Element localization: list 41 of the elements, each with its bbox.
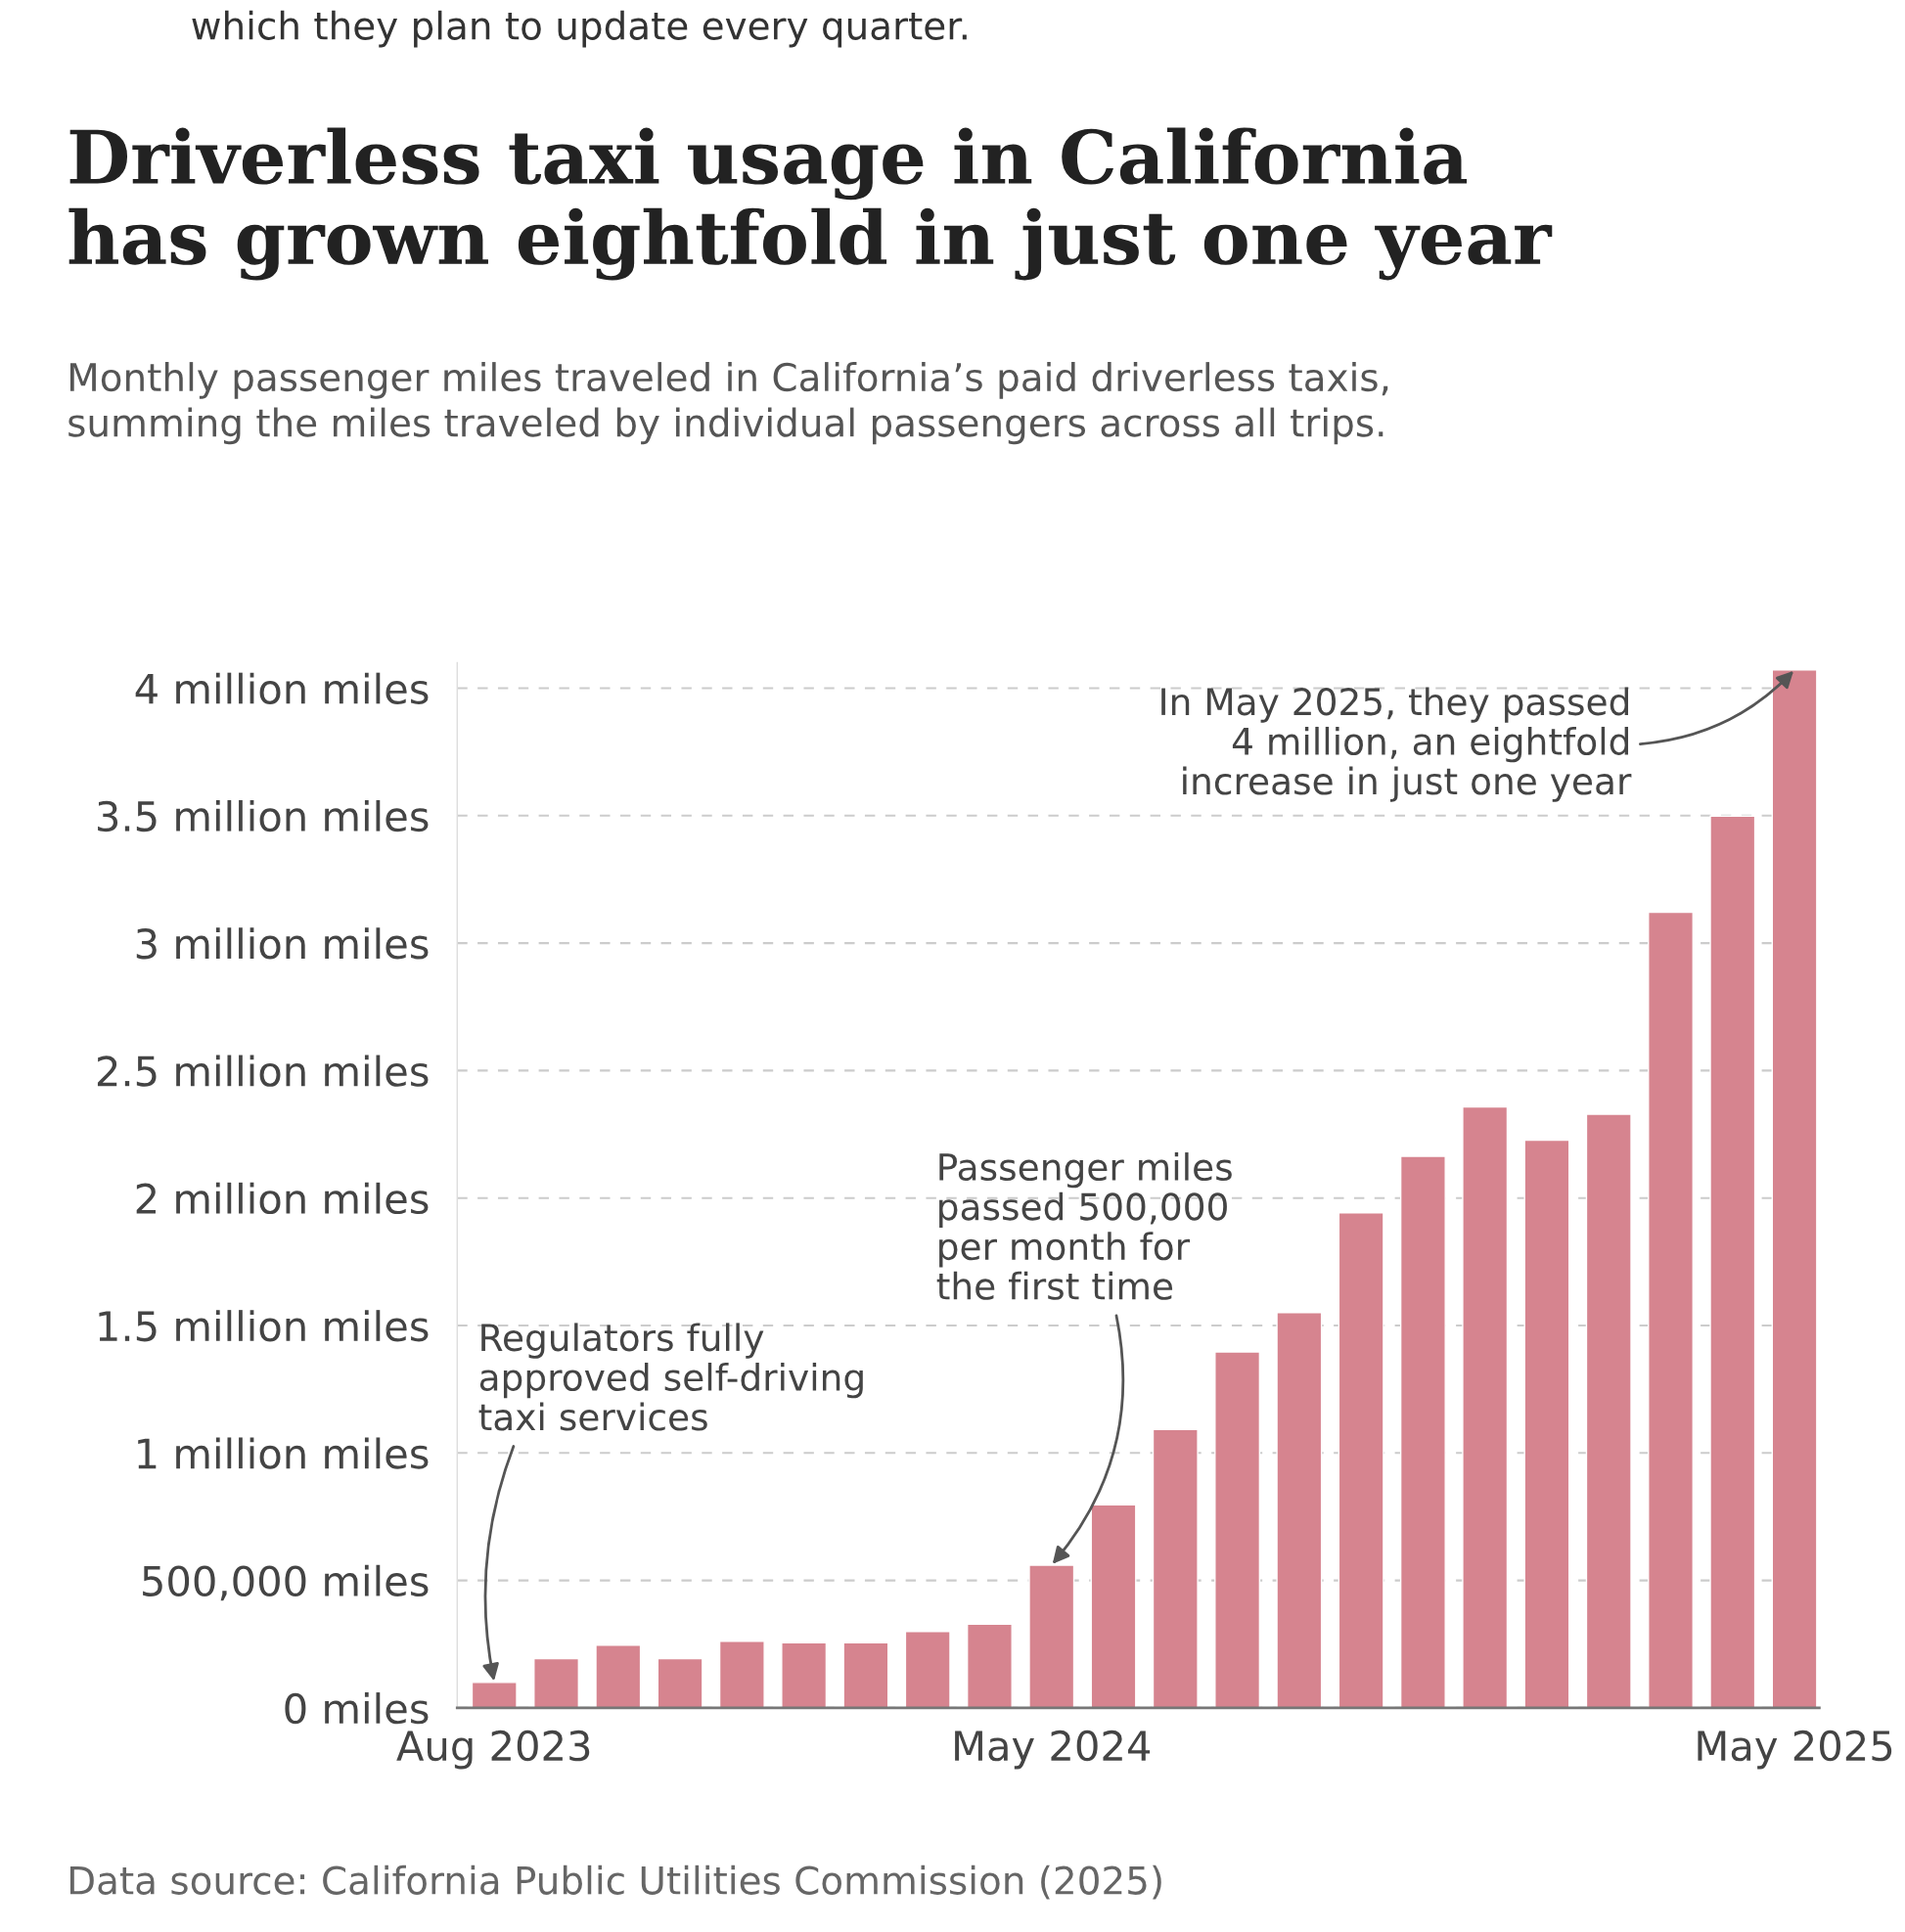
y-tick-label: 2 million miles bbox=[136, 1182, 429, 1215]
bar bbox=[1399, 1155, 1446, 1708]
bar bbox=[1090, 1504, 1137, 1708]
y-tick-label: 1.5 million miles bbox=[99, 1310, 429, 1342]
bar bbox=[1648, 911, 1694, 1708]
bar bbox=[966, 1623, 1013, 1708]
bar bbox=[595, 1644, 642, 1708]
bar bbox=[1771, 669, 1818, 1708]
bar bbox=[1709, 815, 1756, 1708]
y-tick-label: 1 million miles bbox=[138, 1437, 429, 1469]
bar bbox=[1214, 1351, 1261, 1708]
annotation: Passenger miles passed 500,000 per month for the first time bbox=[936, 1152, 1232, 1300]
bar bbox=[1462, 1105, 1509, 1708]
source-note: Data source: California Public Utilities Commission (2025) bbox=[69, 1865, 1161, 1900]
x-tick-label: May 2025 bbox=[1698, 1730, 1892, 1770]
bar bbox=[1338, 1212, 1384, 1708]
x-tick-label: Aug 2023 bbox=[396, 1730, 590, 1770]
bar bbox=[1028, 1564, 1075, 1708]
bar bbox=[781, 1641, 828, 1708]
y-tick-label: 4 million miles bbox=[135, 672, 429, 704]
y-tick-label: 0 miles bbox=[285, 1692, 429, 1725]
y-tick-label: 500,000 miles bbox=[143, 1564, 429, 1601]
bar bbox=[718, 1640, 765, 1708]
chart-title: Driverless taxi usage in California has grown eightfold in just one year bbox=[68, 127, 1553, 281]
chart-subtitle: Monthly passenger miles traveled in California’s paid driverless taxis, summing the miles traveled by individual passengers across all trips. bbox=[68, 362, 1388, 445]
bar bbox=[1152, 1428, 1199, 1708]
y-tick-label: 3.5 million miles bbox=[98, 799, 429, 832]
bar bbox=[1523, 1139, 1570, 1708]
annotation: In May 2025, they passed 4 million, an eightfold increase in just one year bbox=[1161, 687, 1632, 802]
bar bbox=[842, 1641, 889, 1708]
bar bbox=[657, 1657, 703, 1708]
annotation: Regulators fully approved self-driving taxi services bbox=[478, 1323, 863, 1431]
bar bbox=[471, 1682, 518, 1708]
text: which they plan to update every quarter. bbox=[192, 10, 967, 48]
y-tick-label: 3 million miles bbox=[136, 927, 429, 960]
x-tick-label: May 2024 bbox=[955, 1730, 1151, 1770]
bar bbox=[533, 1657, 579, 1708]
bar bbox=[904, 1631, 951, 1708]
bar bbox=[1276, 1312, 1323, 1708]
bar bbox=[1585, 1113, 1632, 1708]
y-tick-label: 2.5 million miles bbox=[97, 1055, 429, 1087]
